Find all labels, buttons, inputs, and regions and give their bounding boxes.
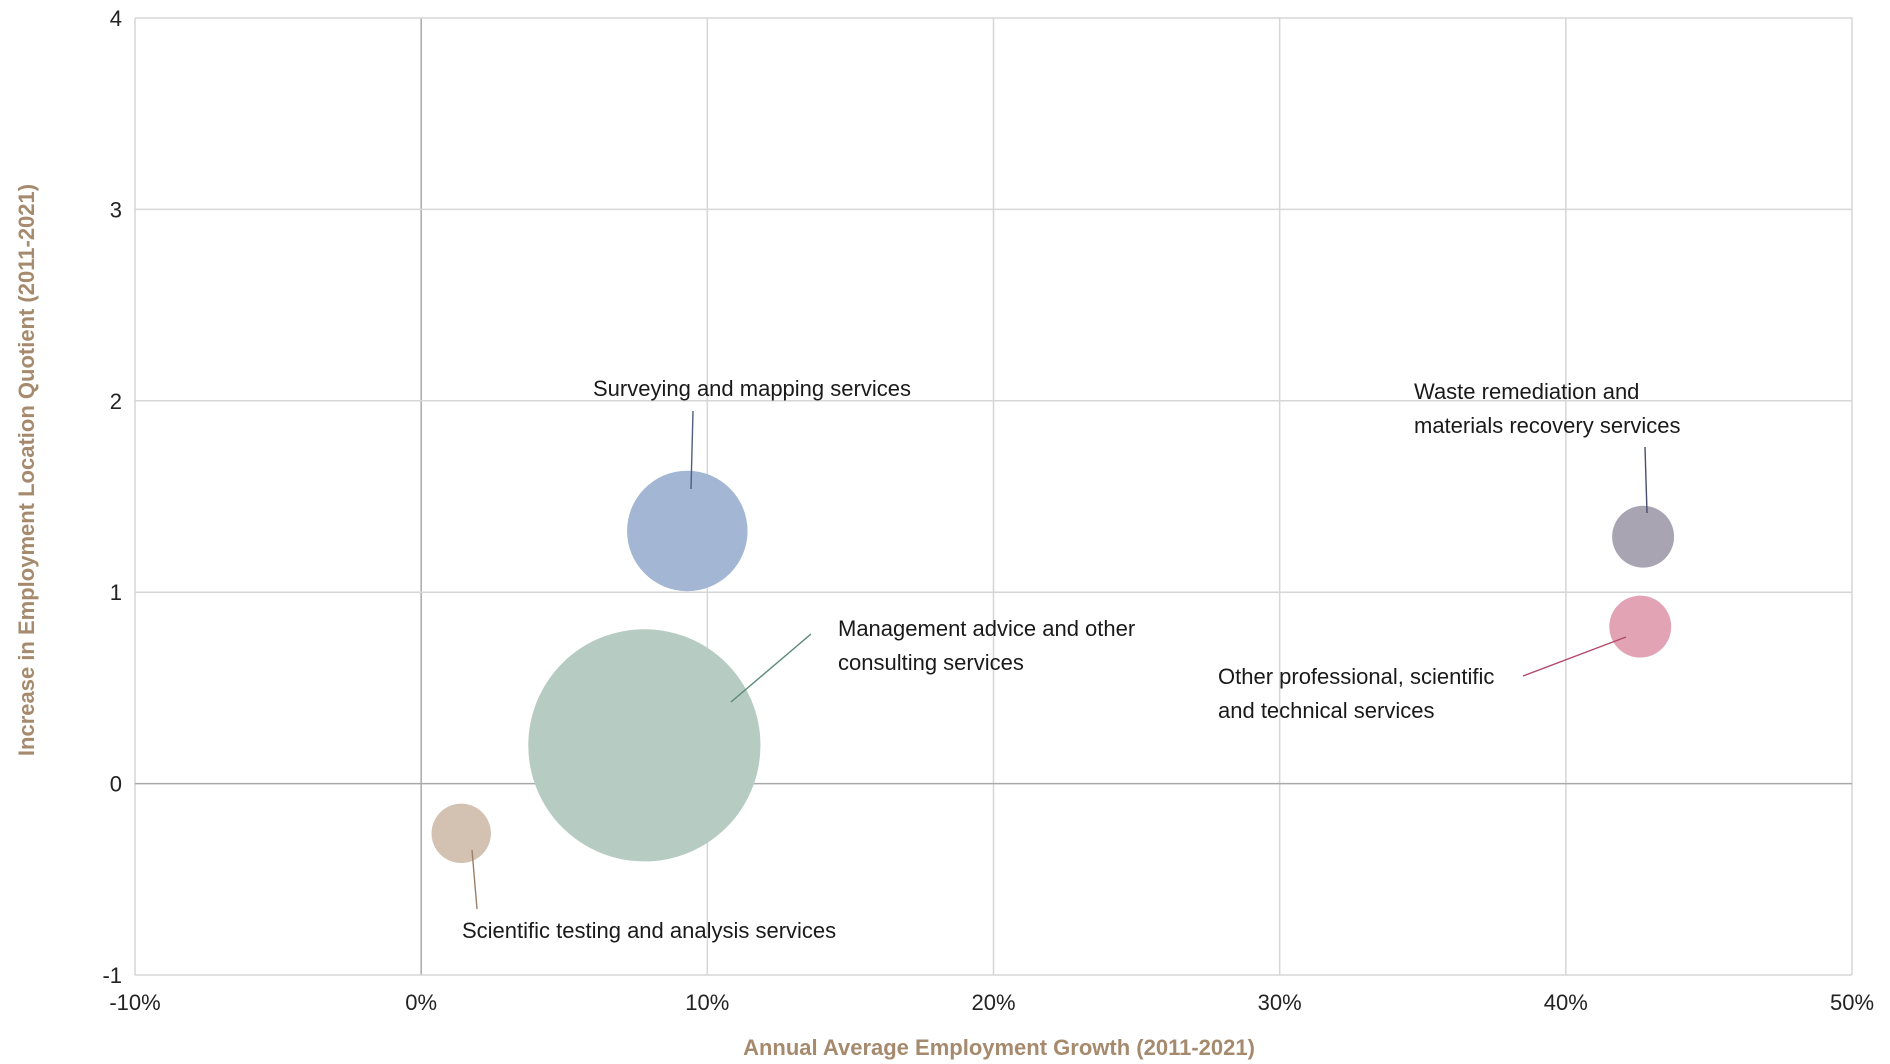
y-tick-label: 0 — [110, 772, 122, 797]
y-tick-label: 3 — [110, 197, 122, 222]
leader-line-other — [1522, 636, 1627, 677]
x-tick-label: 50% — [1830, 990, 1874, 1015]
x-tick-label: 40% — [1544, 990, 1588, 1015]
leader-line-management — [730, 633, 812, 703]
y-axis-title: Increase in Employment Location Quotient… — [14, 184, 39, 756]
tick-labels: -10% 0% 10% 20% 30% 40% 50% -1 0 1 2 3 4 — [102, 6, 1874, 1015]
leader-lines — [471, 410, 1648, 910]
bubble-label-line: Waste remediation and — [1414, 379, 1639, 404]
leader-line-surveying — [690, 410, 694, 490]
x-tick-label: 30% — [1258, 990, 1302, 1015]
x-tick-label: 20% — [971, 990, 1015, 1015]
y-tick-label: 4 — [110, 6, 122, 31]
bubble-other — [1609, 595, 1672, 658]
bubble-label-surveying: Surveying and mapping services — [593, 376, 911, 401]
bubble-label-line: consulting services — [838, 650, 1024, 675]
bubble-label-line: and technical services — [1218, 698, 1434, 723]
bubble-labels: Surveying and mapping services Management… — [462, 376, 1681, 943]
x-tick-label: -10% — [109, 990, 160, 1015]
gridlines — [134, 17, 1853, 976]
bubble-label-line: materials recovery services — [1414, 413, 1681, 438]
bubble-waste — [1612, 505, 1675, 568]
bubble-management — [528, 629, 761, 862]
y-tick-label: 1 — [110, 580, 122, 605]
bubble-label-line: Other professional, scientific — [1218, 664, 1494, 689]
bubbles — [431, 470, 1675, 864]
x-tick-label: 0% — [405, 990, 437, 1015]
y-tick-label: -1 — [102, 963, 122, 988]
leader-line-scientific — [471, 849, 478, 910]
bubble-scientific — [431, 803, 491, 864]
bubble-label-management: Management advice and other consulting se… — [838, 616, 1135, 675]
bubble-surveying — [627, 470, 748, 592]
bubble-label-line: Scientific testing and analysis services — [462, 918, 836, 943]
bubble-label-line: Surveying and mapping services — [593, 376, 911, 401]
bubble-label-other: Other professional, scientific and techni… — [1218, 664, 1494, 723]
bubble-label-waste: Waste remediation and materials recovery … — [1414, 379, 1681, 438]
y-tick-label: 2 — [110, 389, 122, 414]
leader-line-waste — [1644, 446, 1648, 514]
x-tick-label: 10% — [685, 990, 729, 1015]
x-axis-title: Annual Average Employment Growth (2011-2… — [743, 1035, 1255, 1060]
bubble-label-line: Management advice and other — [838, 616, 1135, 641]
bubble-label-scientific: Scientific testing and analysis services — [462, 918, 836, 943]
